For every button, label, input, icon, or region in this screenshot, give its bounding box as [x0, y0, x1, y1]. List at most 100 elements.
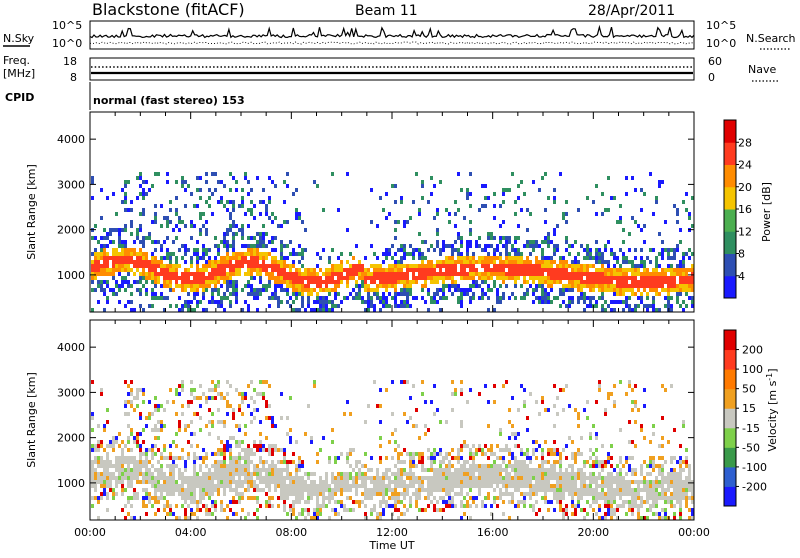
vel-echo-cell	[196, 444, 199, 448]
vel-echo-cell	[610, 516, 613, 520]
vel-echo-cell	[385, 504, 388, 508]
power-echo-cell	[115, 260, 118, 264]
vel-echo-cell	[382, 492, 385, 496]
vel-echo-cell	[535, 512, 538, 516]
vel-echo-cell	[511, 492, 514, 496]
power-echo-cell	[355, 292, 358, 296]
vel-echo-cell	[286, 512, 289, 516]
power-echo-cell	[529, 212, 532, 216]
power-echo-cell	[439, 288, 442, 292]
power-echo-cell	[127, 252, 130, 256]
power-echo-cell	[517, 224, 520, 228]
power-echo-cell	[490, 268, 493, 272]
power-echo-cell	[571, 300, 574, 304]
vel-echo-cell	[430, 484, 433, 488]
vel-echo-cell	[412, 456, 415, 460]
power-echo-cell	[91, 196, 94, 200]
vel-echo-cell	[196, 472, 199, 476]
power-echo-cell	[337, 272, 340, 276]
power-echo-cell	[535, 268, 538, 272]
power-echo-cell	[400, 244, 403, 248]
vel-echo-cell	[142, 472, 145, 476]
power-echo-cell	[496, 288, 499, 292]
power-echo-cell	[682, 284, 685, 288]
vel-echo-cell	[91, 444, 94, 448]
vel-echo-cell	[559, 472, 562, 476]
power-echo-cell	[100, 268, 103, 272]
vel-echo-cell	[178, 392, 181, 396]
vel-echo-cell	[271, 444, 274, 448]
power-echo-cell	[349, 264, 352, 268]
vel-echo-cell	[577, 476, 580, 480]
power-echo-cell	[235, 280, 238, 284]
vel-echo-cell	[94, 480, 97, 484]
vel-echo-cell	[220, 468, 223, 472]
vel-echo-cell	[307, 496, 310, 500]
power-echo-cell	[406, 280, 409, 284]
power-echo-cell	[466, 248, 469, 252]
vel-echo-cell	[184, 468, 187, 472]
vel-echo-cell	[418, 460, 421, 464]
vel-echo-cell	[610, 444, 613, 448]
power-echo-cell	[415, 248, 418, 252]
power-echo-cell	[541, 268, 544, 272]
vel-echo-cell	[445, 492, 448, 496]
vel-echo-cell	[223, 460, 226, 464]
vel-echo-cell	[325, 472, 328, 476]
vel-echo-cell	[481, 452, 484, 456]
power-echo-cell	[319, 304, 322, 308]
power-echo-cell	[520, 260, 523, 264]
power-echo-cell	[370, 296, 373, 300]
power-echo-cell	[256, 260, 259, 264]
power-echo-cell	[139, 288, 142, 292]
vel-echo-cell	[673, 488, 676, 492]
power-echo-cell	[637, 268, 640, 272]
power-echo-cell	[586, 252, 589, 256]
power-echo-cell	[91, 260, 94, 264]
vel-echo-cell	[241, 468, 244, 472]
vel-echo-cell	[199, 484, 202, 488]
power-echo-cell	[682, 200, 685, 204]
vel-echo-cell	[544, 468, 547, 472]
power-echo-cell	[112, 288, 115, 292]
vel-echo-cell	[403, 472, 406, 476]
power-echo-cell	[316, 184, 319, 188]
power-echo-cell	[667, 276, 670, 280]
vel-echo-cell	[472, 464, 475, 468]
vel-echo-cell	[121, 480, 124, 484]
vel-echo-cell	[301, 484, 304, 488]
vel-echo-cell	[529, 504, 532, 508]
power-echo-cell	[325, 280, 328, 284]
vel-echo-cell	[361, 476, 364, 480]
power-echo-cell	[460, 276, 463, 280]
power-echo-cell	[631, 216, 634, 220]
vel-echo-cell	[349, 412, 352, 416]
vel-echo-cell	[646, 508, 649, 512]
vel-echo-cell	[421, 380, 424, 384]
power-echo-cell	[367, 292, 370, 296]
vel-echo-cell	[433, 488, 436, 492]
vel-echo-cell	[607, 392, 610, 396]
power-echo-cell	[151, 276, 154, 280]
vel-echo-cell	[640, 468, 643, 472]
vel-echo-cell	[238, 404, 241, 408]
power-echo-cell	[295, 284, 298, 288]
power-echo-cell	[232, 256, 235, 260]
power-echo-cell	[670, 264, 673, 268]
power-echo-cell	[508, 236, 511, 240]
vel-echo-cell	[349, 484, 352, 488]
power-echo-cell	[517, 260, 520, 264]
vel-echo-cell	[283, 456, 286, 460]
vel-echo-cell	[616, 472, 619, 476]
vel-echo-cell	[520, 472, 523, 476]
power-echo-cell	[250, 264, 253, 268]
power-echo-cell	[133, 272, 136, 276]
vel-echo-cell	[439, 472, 442, 476]
power-echo-cell	[118, 264, 121, 268]
power-echo-cell	[544, 300, 547, 304]
power-echo-cell	[445, 268, 448, 272]
vel-echo-cell	[211, 476, 214, 480]
power-echo-cell	[658, 232, 661, 236]
power-echo-cell	[262, 188, 265, 192]
power-echo-cell	[106, 300, 109, 304]
